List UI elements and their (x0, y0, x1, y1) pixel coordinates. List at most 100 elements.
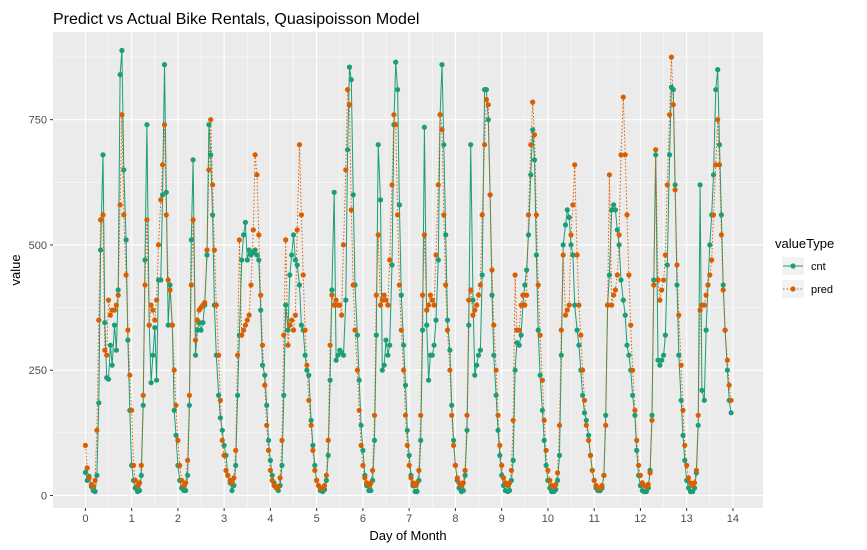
data-point-cnt (522, 282, 528, 288)
data-point-pred (368, 480, 374, 486)
data-point-cnt (105, 376, 112, 382)
data-point-pred (709, 257, 715, 263)
data-point-cnt (659, 357, 665, 363)
data-point-pred (154, 297, 160, 303)
data-point-pred (259, 342, 266, 348)
data-point-pred (670, 102, 676, 108)
data-point-pred (541, 417, 547, 423)
data-point-cnt (682, 457, 688, 463)
data-point-pred (632, 407, 638, 413)
data-point-cnt (653, 152, 659, 158)
data-point-cnt (624, 342, 630, 348)
data-point-cnt (495, 427, 501, 433)
data-point-pred (522, 302, 528, 308)
data-point-cnt (358, 422, 364, 428)
data-point-pred (578, 332, 584, 338)
data-point-pred (304, 362, 310, 368)
data-point-cnt (96, 400, 102, 406)
data-point-cnt (506, 487, 513, 494)
data-point-cnt (443, 232, 449, 238)
data-point-pred (246, 312, 252, 318)
data-point-pred (127, 372, 133, 378)
data-point-pred (185, 457, 191, 463)
data-point-cnt (632, 412, 638, 418)
data-point-pred (348, 207, 354, 213)
data-point-pred (510, 417, 516, 423)
data-point-pred (647, 470, 653, 476)
data-point-cnt (672, 182, 678, 188)
data-point-cnt (564, 207, 570, 213)
data-point-cnt (576, 342, 582, 348)
data-point-pred (659, 287, 665, 293)
data-point-cnt (343, 297, 349, 303)
data-point-pred (568, 232, 574, 238)
data-point-pred (697, 307, 703, 313)
data-point-pred (462, 467, 468, 473)
data-point-cnt (620, 297, 626, 303)
data-point-pred (728, 397, 734, 403)
data-point-cnt (327, 377, 333, 383)
legend-key-pred-point (790, 286, 796, 292)
data-point-cnt (556, 452, 563, 458)
data-point-pred (183, 480, 189, 486)
data-point-pred (533, 212, 540, 218)
data-point-pred (179, 477, 185, 483)
data-point-pred (516, 327, 522, 333)
data-point-cnt (310, 442, 316, 448)
data-point-cnt (102, 320, 108, 326)
data-point-cnt (325, 452, 331, 458)
data-point-cnt (622, 312, 628, 318)
data-point-pred (312, 467, 318, 473)
data-point-cnt (312, 462, 318, 468)
data-point-cnt (396, 202, 402, 208)
data-point-pred (560, 252, 566, 258)
data-point-pred (219, 437, 225, 443)
data-point-pred (470, 312, 476, 318)
data-point-cnt (603, 412, 609, 418)
data-point-pred (294, 227, 300, 233)
data-point-pred (645, 481, 651, 488)
x-tick-label: 14 (727, 513, 739, 525)
data-point-cnt (217, 415, 223, 421)
data-point-pred (321, 482, 328, 489)
data-point-pred (132, 477, 138, 483)
data-point-pred (408, 475, 414, 481)
data-point-pred (726, 382, 732, 388)
data-point-pred (235, 352, 241, 358)
data-point-pred (497, 442, 503, 448)
data-point-cnt (121, 167, 127, 173)
data-point-pred (211, 247, 217, 253)
data-point-pred (163, 212, 169, 218)
data-point-pred (239, 332, 245, 338)
data-point-cnt (680, 432, 686, 438)
data-point-pred (231, 475, 237, 481)
data-point-pred (466, 297, 472, 303)
data-point-pred (603, 422, 609, 428)
data-point-cnt (560, 242, 566, 248)
data-point-cnt (183, 487, 189, 494)
data-point-cnt (464, 427, 470, 433)
data-point-pred (674, 262, 680, 268)
x-axis-title: Day of Month (369, 528, 446, 543)
data-point-pred (691, 480, 698, 486)
data-point-cnt (449, 402, 455, 408)
data-point-cnt (117, 72, 123, 78)
data-point-cnt (724, 367, 731, 373)
data-point-cnt (701, 397, 707, 403)
data-point-cnt (152, 325, 158, 331)
y-axis-title: value (8, 254, 23, 285)
data-point-cnt (345, 147, 351, 153)
data-point-pred (649, 417, 655, 423)
data-point-cnt (570, 252, 576, 258)
data-point-pred (383, 297, 389, 303)
data-point-pred (724, 357, 731, 363)
x-tick-label: 4 (267, 513, 273, 525)
data-point-cnt (533, 252, 540, 258)
data-point-pred (314, 477, 320, 483)
data-point-cnt (296, 282, 303, 288)
data-point-cnt (713, 87, 719, 93)
data-point-pred (216, 352, 222, 358)
data-point-pred (693, 467, 700, 473)
data-point-pred (439, 127, 445, 133)
data-point-cnt (485, 117, 491, 123)
